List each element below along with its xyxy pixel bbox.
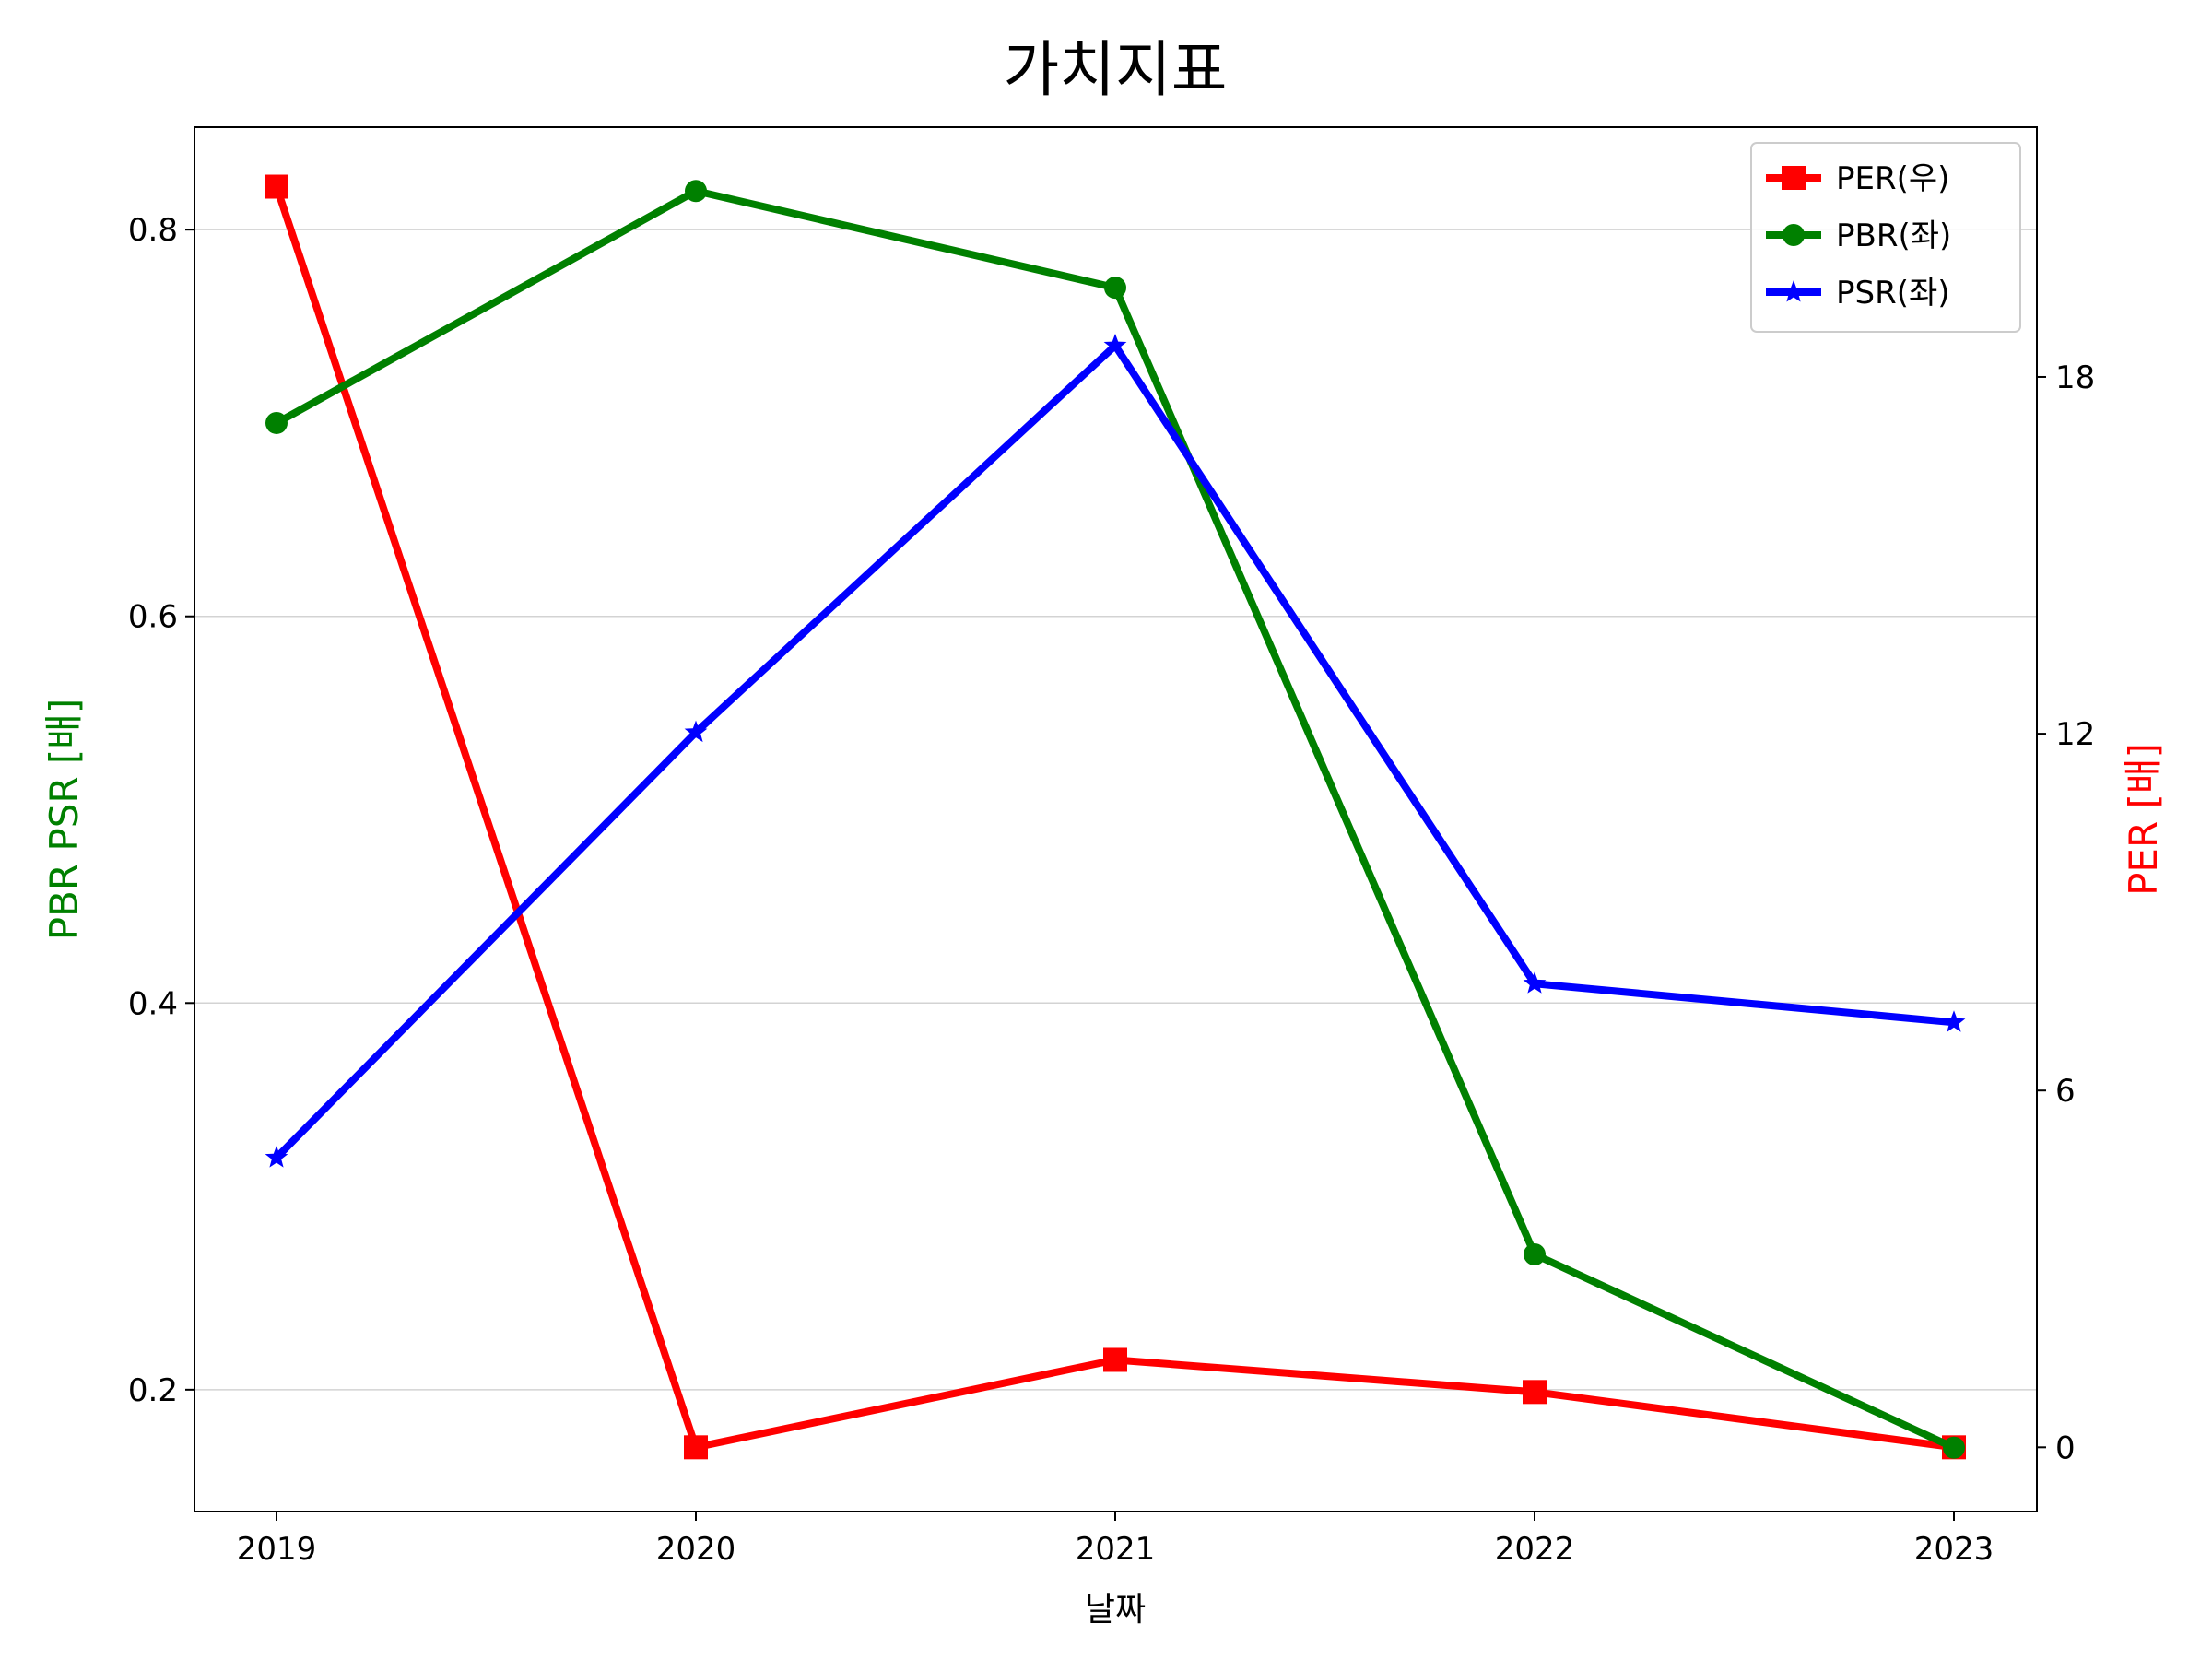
data-point-pbr	[1524, 1242, 1546, 1265]
axis-layer: 0.2 0.4 0.6 0.8 0 6 12 18 2019 2020 2021 2022 2023	[128, 212, 2095, 1568]
y-left-tick-label: 0.8	[128, 212, 178, 249]
legend: PER(우) PBR(좌) PSR(좌)	[1750, 142, 2021, 333]
data-point-pbr	[685, 180, 707, 203]
legend-marker-pbr	[1783, 224, 1805, 246]
y-right-tick-label: 0	[2055, 1430, 2076, 1466]
series-line-pbr	[273, 187, 1958, 1452]
y-axis-left-title: PBR PSR [배]	[41, 699, 87, 941]
data-point-psr	[265, 1146, 288, 1168]
x-tick-label: 2022	[1495, 1531, 1575, 1568]
y-left-tick-label: 0.2	[128, 1372, 178, 1409]
x-tick-label: 2020	[656, 1531, 736, 1568]
series-line-psr	[273, 342, 1958, 1162]
data-point-per	[1103, 1347, 1127, 1372]
legend-label-per: PER(우)	[1836, 160, 1949, 197]
y-right-tick-label: 18	[2055, 359, 2095, 396]
data-point-psr	[684, 720, 708, 743]
chart-title: 가치지표	[1004, 34, 1228, 105]
y-right-tick-label: 6	[2055, 1073, 2076, 1110]
y-left-tick-label: 0.6	[128, 599, 178, 636]
legend-label-pbr: PBR(좌)	[1836, 218, 1951, 254]
y-right-tick-label: 12	[2055, 716, 2095, 753]
legend-marker-psr	[1782, 280, 1806, 302]
x-tick-label: 2023	[1914, 1531, 1994, 1568]
data-point-pbr	[265, 411, 288, 434]
legend-marker-per	[1782, 166, 1806, 190]
data-point-per	[684, 1435, 708, 1460]
grid-layer	[194, 229, 2037, 1391]
data-point-psr	[1942, 1010, 1966, 1032]
y-left-tick-label: 0.4	[128, 985, 178, 1022]
legend-box	[1750, 142, 2021, 333]
series-line-per	[273, 182, 1958, 1452]
data-point-psr	[1103, 334, 1127, 356]
legend-label-psr: PSR(좌)	[1836, 275, 1950, 312]
data-point-pbr	[1104, 276, 1126, 300]
data-point-per	[265, 174, 288, 199]
data-point-per	[1523, 1380, 1547, 1405]
x-tick-label: 2019	[237, 1531, 317, 1568]
plot-frame	[194, 126, 2038, 1512]
y-axis-right-title: PER [배]	[2121, 743, 2166, 896]
data-point-pbr	[1943, 1436, 1965, 1459]
series-layer	[265, 174, 1966, 1460]
x-tick-label: 2021	[1076, 1531, 1156, 1568]
x-axis-title: 날짜	[1085, 1591, 1146, 1629]
data-point-psr	[1523, 971, 1547, 994]
